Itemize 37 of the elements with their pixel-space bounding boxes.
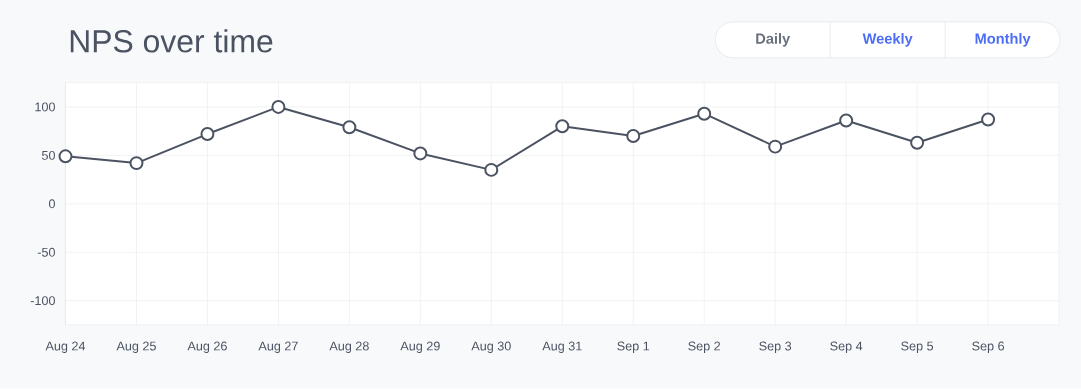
x-tick-label: Sep 3 [759, 341, 792, 354]
point [626, 129, 641, 144]
x-tick-label: Sep 5 [901, 341, 934, 354]
point [697, 106, 712, 121]
text: Monthly [975, 33, 1031, 47]
point [58, 149, 73, 164]
y-tick-label: 100 [35, 102, 55, 112]
point [910, 135, 925, 150]
x-tick-label: Sep 4 [830, 341, 863, 354]
point [555, 119, 570, 134]
x-tick-label: Sep 6 [972, 341, 1005, 354]
y-tick-label: 0 [48, 199, 55, 209]
point [768, 139, 783, 154]
chart-title: NPS over time [70, 29, 273, 53]
x-tick-label: Aug 25 [116, 341, 156, 354]
y-tick-label: 50 [41, 151, 55, 161]
text: Daily [756, 33, 791, 47]
x-tick-label: Aug 26 [187, 341, 227, 354]
x-tick-label: Sep 2 [688, 341, 721, 354]
x-tick-label: Aug 27 [258, 341, 298, 354]
x-tick-label: Sep 1 [617, 341, 650, 354]
point [342, 120, 357, 135]
y-tick-label: -100 [30, 296, 55, 306]
x-tick-label: Aug 29 [400, 341, 440, 354]
point [271, 100, 286, 115]
text: Weekly [862, 33, 913, 47]
point [413, 146, 428, 161]
point [484, 163, 499, 178]
x-tick-label: Aug 31 [542, 341, 582, 354]
x-tick-label: Aug 30 [471, 341, 511, 354]
x-tick-label: Aug 28 [329, 341, 369, 354]
point [981, 112, 996, 127]
point [839, 113, 854, 128]
point [129, 156, 144, 171]
y-tick-label: -50 [37, 247, 55, 257]
x-tick-label: Aug 24 [45, 341, 86, 354]
point [200, 127, 215, 142]
